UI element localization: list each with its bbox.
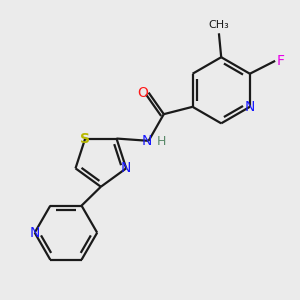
Text: N: N — [29, 226, 40, 240]
Text: N: N — [141, 134, 152, 148]
Text: S: S — [80, 132, 90, 145]
Text: F: F — [277, 54, 285, 68]
Text: H: H — [157, 135, 166, 148]
Text: N: N — [245, 100, 255, 114]
Text: N: N — [121, 161, 131, 175]
Text: O: O — [138, 85, 148, 100]
Text: CH₃: CH₃ — [208, 20, 229, 30]
